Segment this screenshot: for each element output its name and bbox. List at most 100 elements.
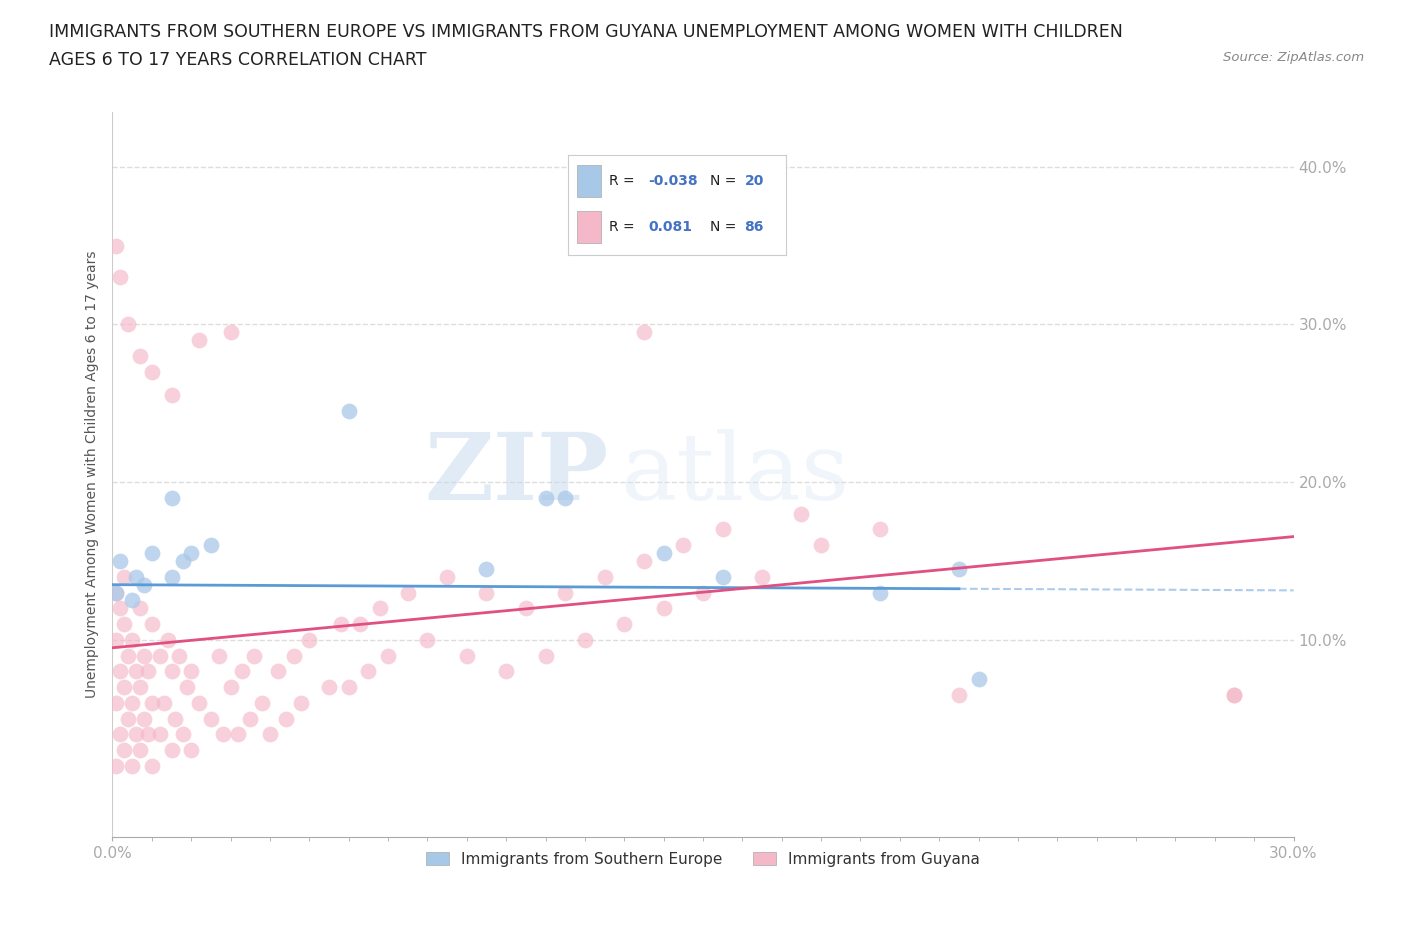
Point [160,664,183,679]
Bar [576,211,600,243]
Point [129,680,152,695]
Point [396,585,419,600]
Text: ZIP: ZIP [425,430,609,519]
Point [110,601,132,616]
Point [967,671,990,686]
Point [105,585,128,600]
Point [337,680,360,695]
Point [652,601,675,616]
Point [948,687,970,702]
Point [211,727,233,742]
Point [633,553,655,568]
Point [554,585,576,600]
Point [105,632,128,647]
Point [377,648,399,663]
Point [250,696,273,711]
Text: N =: N = [710,174,737,188]
Point [149,727,172,742]
Text: 0.081: 0.081 [648,219,693,233]
Point [117,317,139,332]
Text: AGES 6 TO 17 YEARS CORRELATION CHART: AGES 6 TO 17 YEARS CORRELATION CHART [49,51,426,69]
Point [110,727,132,742]
Point [208,648,231,663]
Point [869,522,891,537]
Point [149,648,172,663]
Point [283,648,305,663]
Point [790,506,813,521]
Point [165,711,187,726]
Point [810,538,832,552]
Point [200,711,222,726]
Point [652,546,675,561]
Point [176,680,198,695]
Point [160,490,183,505]
Point [368,601,391,616]
Text: IMMIGRANTS FROM SOUTHERN EUROPE VS IMMIGRANTS FROM GUYANA UNEMPLOYMENT AMONG WOM: IMMIGRANTS FROM SOUTHERN EUROPE VS IMMIG… [49,23,1123,41]
Legend: Immigrants from Southern Europe, Immigrants from Guyana: Immigrants from Southern Europe, Immigra… [420,845,986,873]
Text: Source: ZipAtlas.com: Source: ZipAtlas.com [1223,51,1364,64]
Point [141,696,163,711]
Point [1223,687,1246,702]
Point [554,490,576,505]
Point [475,562,498,577]
Point [711,522,734,537]
Point [132,578,155,592]
Point [1223,687,1246,702]
Point [613,617,636,631]
Point [337,404,360,418]
Point [869,585,891,600]
Point [117,648,139,663]
Point [136,664,159,679]
Point [436,569,458,584]
Point [495,664,517,679]
Point [112,569,135,584]
Point [200,538,222,552]
Point [357,664,380,679]
Point [105,696,128,711]
Point [105,759,128,774]
Point [129,349,152,364]
Point [633,325,655,339]
Point [534,648,557,663]
Text: R =: R = [609,174,636,188]
Point [692,585,714,600]
Point [318,680,340,695]
Point [593,569,616,584]
Point [160,743,183,758]
Text: 86: 86 [745,219,763,233]
Point [152,696,174,711]
Text: R =: R = [609,219,636,233]
Point [298,632,321,647]
Point [129,743,152,758]
Point [129,601,152,616]
Point [349,617,371,631]
Point [231,664,253,679]
Text: atlas: atlas [620,430,849,519]
Point [243,648,266,663]
Point [329,617,352,631]
Y-axis label: Unemployment Among Women with Children Ages 6 to 17 years: Unemployment Among Women with Children A… [84,250,98,698]
Point [219,325,242,339]
Point [475,585,498,600]
Point [574,632,596,647]
Point [188,333,211,348]
Point [711,569,734,584]
Point [169,648,191,663]
Point [160,388,183,403]
Point [239,711,262,726]
Point [456,648,478,663]
Point [141,617,163,631]
Point [141,546,163,561]
Point [672,538,695,552]
Point [110,270,132,285]
Point [132,711,155,726]
Point [121,593,143,608]
Point [156,632,179,647]
Point [117,711,139,726]
Point [141,759,163,774]
Point [172,553,194,568]
Point [132,648,155,663]
Point [188,696,211,711]
Text: 20: 20 [745,174,763,188]
Point [125,664,148,679]
